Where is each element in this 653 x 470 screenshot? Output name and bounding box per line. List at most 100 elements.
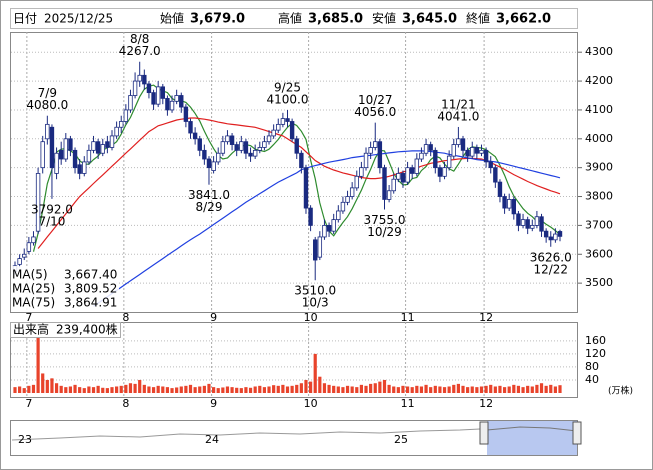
volume-bar [45,379,49,393]
annotation-price: 4267.0 [119,44,161,58]
volume-bar [498,385,502,393]
volume-bar [175,387,179,393]
volume-bar [489,384,493,393]
candle-body [165,97,170,111]
header-label: 終値 [466,11,490,26]
volume-bar [31,384,36,393]
candle-body [506,199,512,209]
x-tick-label: 10 [304,397,318,410]
volume-bar [327,384,331,393]
volume-bar [179,386,183,393]
volume-bar [207,383,211,393]
candle-body [548,236,553,241]
candle-body [206,158,212,169]
candle-body [479,149,484,154]
candle-body [377,141,383,169]
candle-body [285,118,290,122]
header-label: 始値 [160,11,184,26]
volume-bar [387,384,391,393]
candle-body [294,138,299,154]
candle-body [289,121,295,140]
candle-body [146,83,152,94]
volume-bar [147,386,151,393]
y-tick-label: 4000 [585,132,613,145]
volume-bar [359,384,363,393]
candle-body [349,187,355,197]
x-tick-label: 8 [122,397,129,410]
navigator-label: 25 [394,433,408,446]
candle-body [123,109,129,122]
volume-bar [364,385,368,393]
volume-bar [110,387,114,393]
volume-bar [392,386,396,393]
volume-bar [507,386,511,393]
candle-body [197,138,202,151]
candle-body [396,173,401,180]
annotation-date: 10/3 [302,296,329,310]
candle-body [493,167,498,183]
volume-bar [68,386,73,393]
volume-title-box [10,322,121,338]
candle-body [35,173,41,232]
candle-body [502,196,507,209]
x-tick-label: 12 [479,311,493,324]
y-tick-label: 40 [585,373,599,386]
candle-body [132,80,138,96]
volume-bar [253,386,257,393]
candle-body [470,147,475,157]
candle-body [405,167,410,183]
volume-bar [73,384,77,393]
candle-body [91,141,96,151]
candle-body [257,147,262,151]
volume-bar [239,388,243,393]
candle-body [169,100,175,111]
x-tick-label: 9 [210,311,217,324]
volume-bar [216,388,220,393]
navigator-label: 23 [18,433,32,446]
navigator-handle[interactable] [479,421,489,445]
volume-bar [456,383,460,393]
volume-bar [415,385,419,393]
volume-bar [105,388,109,393]
candle-body [446,155,452,169]
candle-body [58,149,64,160]
x-tick-label: 7 [25,311,32,324]
x-tick-label: 12 [479,397,493,410]
candle-body [45,123,50,140]
volume-bar [424,384,428,393]
candle-body [128,95,133,111]
volume-bar [276,385,280,393]
volume-bar [512,384,516,393]
candle-body [95,141,101,154]
candle-body [483,149,489,163]
volume-bar [221,387,225,393]
candle-body [437,167,443,177]
candle-body [142,74,147,85]
x-tick-label: 8 [122,311,129,324]
volume-bar [230,387,234,393]
volume-bar [313,353,317,393]
volume-bar [304,379,308,393]
candle-body [368,147,373,154]
volume-bar [466,387,470,393]
annotation-price: 4056.0 [354,105,396,119]
volume-bar [133,383,137,393]
navigator-handle[interactable] [572,421,582,445]
volume-bar [202,385,206,393]
date-label: 日付 [13,12,37,26]
candle-body [465,149,470,157]
volume-bar [258,385,262,393]
volume-bar [96,385,100,393]
volume-bar [419,386,424,393]
legend-value: 3,864.91 [64,296,117,310]
volume-bar [281,384,285,393]
navigator-line [486,426,578,432]
volume-bar [59,385,63,393]
volume-bar [549,384,553,393]
volume-bar [212,387,216,393]
candle-body [359,167,364,177]
candle-body [280,118,286,125]
volume-bar [87,386,91,393]
candle-body [419,152,424,160]
candle-body [202,149,207,160]
